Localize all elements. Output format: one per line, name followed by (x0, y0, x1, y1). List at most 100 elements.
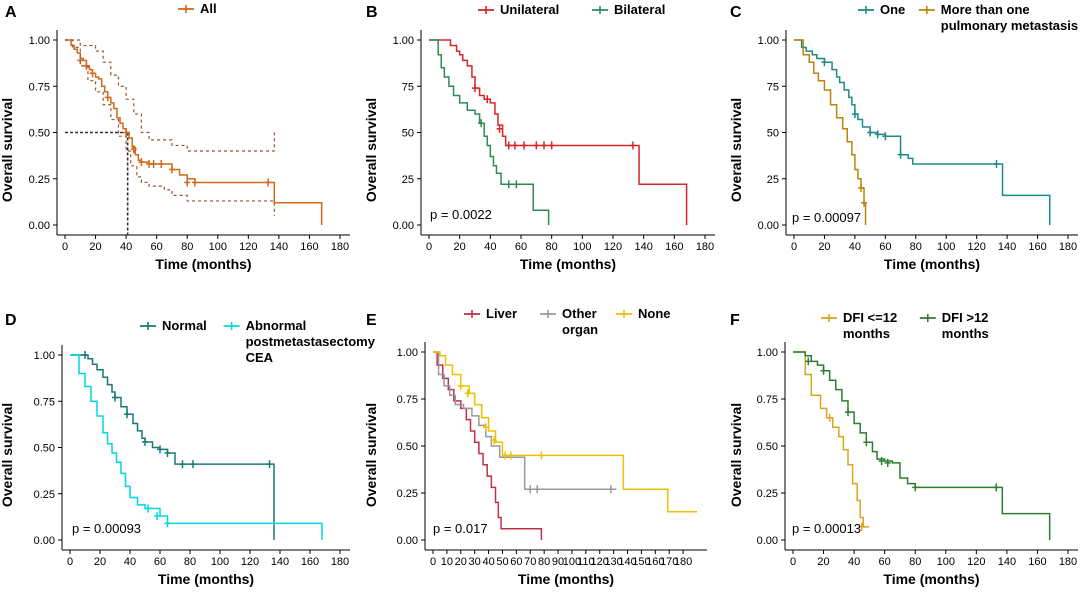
x-tick-label: 80 (909, 556, 921, 568)
y-tick-label: 1.00 (397, 347, 418, 359)
x-tick-label: 100 (937, 241, 955, 253)
legend-label: Normal (162, 318, 207, 333)
x-tick-label: 100 (563, 556, 581, 568)
p-value: p = 0.00093 (72, 521, 141, 536)
x-tick-label: 0 (426, 241, 432, 253)
legend-label-line2: organ (562, 322, 598, 337)
panel-a: A 0 20 40 60 80 100 120 140 160 180 0.00 0.25 0.50 0.7… (0, 1, 350, 272)
panel-letter: A (5, 4, 17, 21)
legend-label-line2: postmetastasectomy (246, 334, 376, 349)
x-tick-label: 60 (510, 556, 522, 568)
y-tick-label: 0.75 (29, 81, 50, 93)
x-tick-label: 20 (818, 241, 830, 253)
legend-label: One (880, 2, 905, 17)
series-line-liver (433, 351, 543, 540)
series-line-dfi-12-months (793, 351, 1051, 540)
panel-d: D 0 20 40 60 80 100 120 140 160 180 0.00 0.25 0.50 0.7… (0, 312, 376, 587)
y-tick-label: 25 (402, 174, 414, 186)
y-tick-label: 0.25 (757, 488, 778, 500)
x-tick-label: 60 (154, 556, 166, 568)
y-axis-title: Overall survival (363, 403, 379, 507)
y-axis-title: Overall survival (728, 403, 744, 507)
x-tick-label: 140 (270, 241, 288, 253)
y-tick-label: 75 (402, 81, 414, 93)
legend-label: DFI >12 (942, 310, 989, 325)
x-tick-label: 100 (937, 556, 955, 568)
x-tick-label: 160 (300, 241, 318, 253)
p-value: p = 0.00097 (792, 210, 861, 225)
panel-letter: B (366, 4, 378, 21)
x-tick-label: 120 (241, 556, 259, 568)
y-tick-label: 0.00 (393, 220, 414, 232)
y-tick-label: 0.00 (757, 535, 778, 547)
y-tick-label: 25 (767, 174, 779, 186)
series-line-none (433, 351, 697, 513)
legend-label-line2: pulmonary metastasis (941, 18, 1078, 33)
y-tick-label: 0.00 (34, 535, 55, 547)
x-tick-label: 20 (455, 556, 467, 568)
x-tick-label: 180 (1059, 556, 1077, 568)
legend-label: More than one (941, 2, 1030, 17)
y-tick-label: 50 (767, 128, 779, 140)
x-tick-label: 40 (484, 241, 496, 253)
x-tick-label: 40 (124, 556, 136, 568)
legend: Unilateral Bilateral (478, 2, 665, 17)
p-value: p = 0.0022 (430, 207, 492, 222)
y-axis-title: Overall survival (363, 98, 379, 202)
series-line-dfi-12-months (793, 351, 870, 528)
legend-label: None (638, 306, 671, 321)
x-tick-label: 120 (591, 556, 609, 568)
x-tick-label: 80 (181, 241, 193, 253)
series-line-lower-ci (65, 39, 275, 216)
y-tick-label: 0.25 (397, 488, 418, 500)
y-tick-label: 0.50 (34, 443, 55, 455)
y-axis-title: Overall survival (728, 98, 744, 202)
x-tick-label: 40 (120, 241, 132, 253)
series-line-bilateral (429, 39, 550, 225)
x-tick-label: 0 (67, 556, 73, 568)
y-tick-label: 1.00 (34, 350, 55, 362)
legend-label: All (200, 1, 217, 16)
x-tick-label: 60 (879, 556, 891, 568)
x-tick-label: 20 (817, 556, 829, 568)
x-tick-label: 140 (634, 241, 652, 253)
series-line-one (794, 39, 1051, 225)
series-line-unilateral (429, 39, 688, 225)
x-tick-label: 180 (331, 556, 349, 568)
x-tick-label: 50 (496, 556, 508, 568)
x-tick-label: 100 (211, 556, 229, 568)
x-tick-label: 20 (454, 241, 466, 253)
y-tick-label: 0.25 (34, 489, 55, 501)
x-tick-label: 0 (430, 556, 436, 568)
legend-label: Liver (486, 306, 517, 321)
x-tick-label: 100 (573, 241, 591, 253)
legend-label: Other (562, 306, 597, 321)
panel-letter: C (730, 4, 742, 21)
x-tick-label: 30 (469, 556, 481, 568)
y-axis-title: Overall survival (0, 98, 15, 202)
x-tick-label: 60 (879, 241, 891, 253)
legend-label-line3: CEA (246, 350, 274, 365)
y-tick-label: 75 (767, 81, 779, 93)
y-tick-label: 0.50 (397, 441, 418, 453)
x-tick-label: 0 (791, 241, 797, 253)
x-tick-label: 160 (301, 556, 319, 568)
x-tick-label: 180 (674, 556, 692, 568)
x-tick-label: 110 (577, 556, 595, 568)
y-axis-title: Overall survival (0, 403, 15, 507)
x-tick-label: 70 (524, 556, 536, 568)
series-line-all (65, 39, 323, 225)
x-axis-title: Time (months) (884, 256, 980, 272)
x-tick-label: 120 (967, 241, 985, 253)
x-tick-label: 160 (1028, 556, 1046, 568)
x-tick-label: 40 (848, 556, 860, 568)
legend: All (178, 1, 217, 16)
x-tick-label: 170 (660, 556, 678, 568)
series-line-more-than-one-pulmonary-metastasis (794, 39, 867, 225)
panel-letter: E (366, 312, 377, 329)
x-tick-label: 130 (604, 556, 622, 568)
y-tick-label: 0.00 (758, 220, 779, 232)
